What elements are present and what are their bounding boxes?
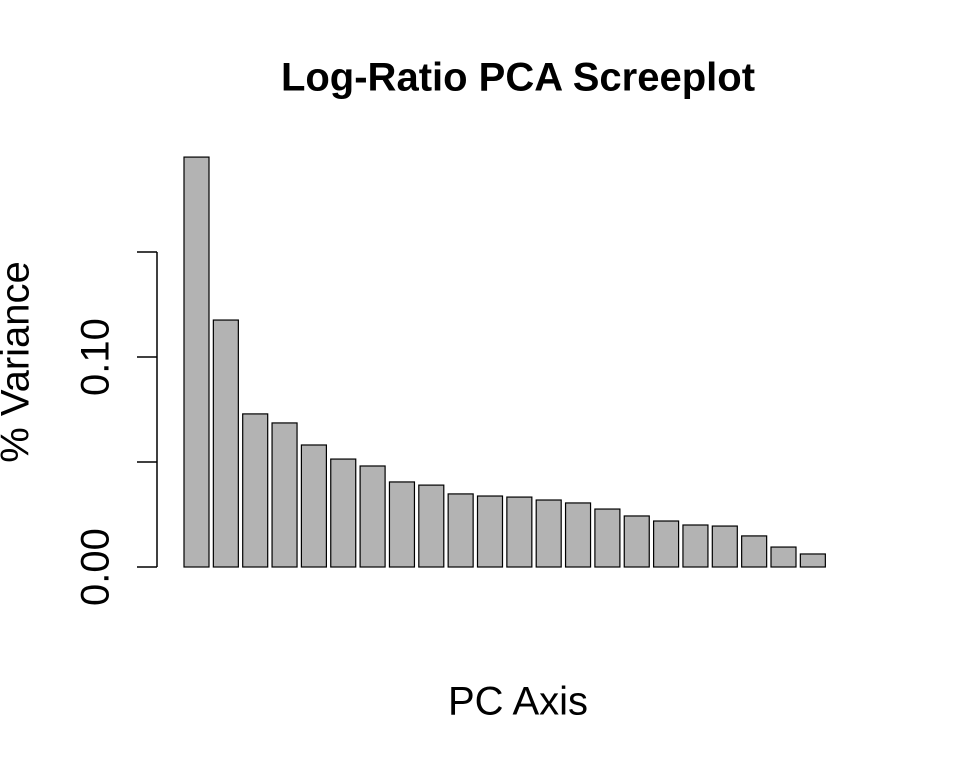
bar bbox=[212, 319, 239, 568]
bar bbox=[594, 508, 621, 568]
bar bbox=[506, 496, 533, 568]
bar bbox=[770, 546, 797, 568]
bar bbox=[535, 499, 562, 568]
y-tick-label: 0.10 bbox=[74, 318, 118, 396]
bar bbox=[183, 156, 210, 568]
bar bbox=[330, 458, 357, 568]
bar bbox=[418, 484, 445, 568]
bar bbox=[799, 553, 826, 568]
bar bbox=[242, 413, 269, 568]
x-axis-label: PC Axis bbox=[448, 680, 588, 724]
bar bbox=[359, 465, 386, 568]
y-tick-label: 0.00 bbox=[74, 528, 118, 606]
y-axis-label: % Variance bbox=[0, 261, 38, 463]
bar bbox=[476, 495, 504, 568]
bar bbox=[271, 422, 298, 568]
bar bbox=[741, 535, 768, 568]
bar bbox=[682, 524, 709, 568]
chart-title: Log-Ratio PCA Screeplot bbox=[281, 56, 755, 100]
bar bbox=[447, 493, 474, 568]
bar bbox=[300, 444, 327, 568]
bar bbox=[652, 520, 680, 568]
bar bbox=[388, 481, 416, 568]
bar bbox=[623, 515, 650, 568]
bar bbox=[564, 502, 592, 568]
bar bbox=[711, 525, 738, 568]
